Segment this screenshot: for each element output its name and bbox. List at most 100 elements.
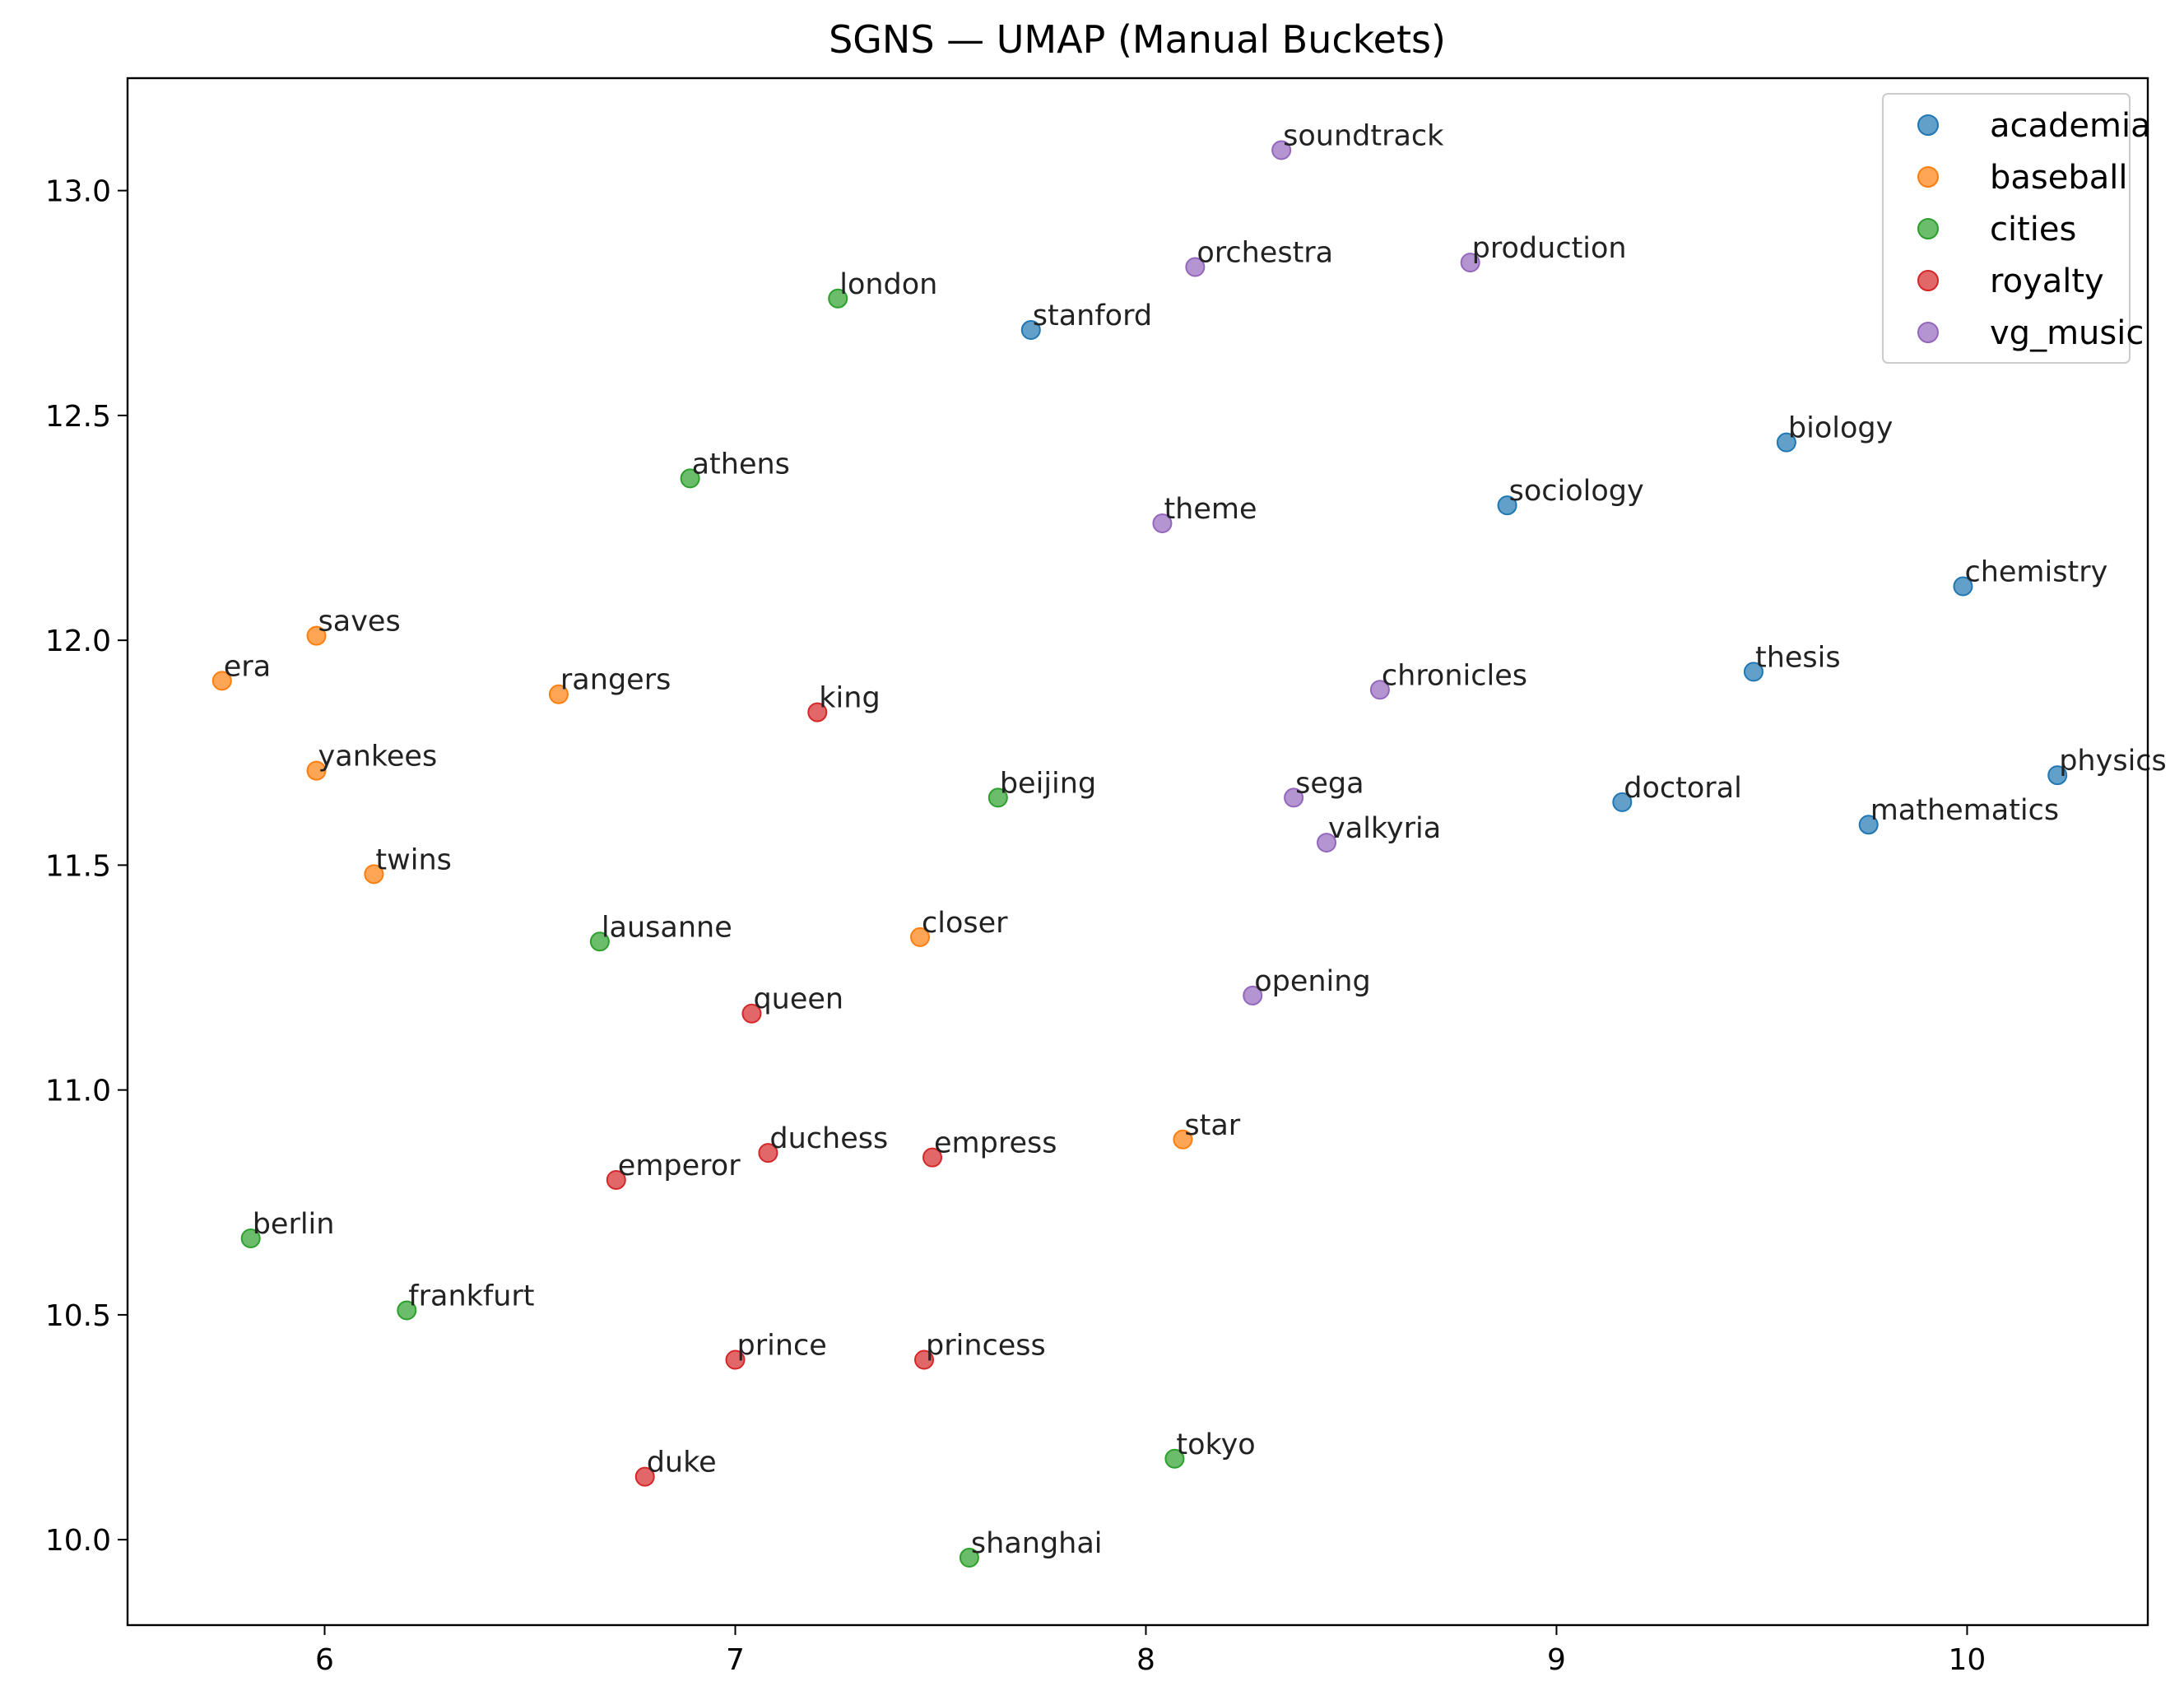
point-label-biology: biology [1788,412,1893,445]
point-prince [725,1349,746,1370]
point-label-lausanne: lausanne [602,911,732,944]
point-label-shanghai: shanghai [971,1527,1103,1560]
point-label-chemistry: chemistry [1964,556,2107,589]
point-soundtrack [1271,140,1292,160]
point-label-production: production [1472,232,1627,265]
point-doctoral [1612,792,1633,812]
legend-marker-cities [1917,218,1939,239]
legend-label-vg_music: vg_music [1990,314,2144,352]
point-label-frankfurt: frankfurt [408,1280,534,1312]
point-rangers [548,684,569,704]
point-label-tokyo: tokyo [1176,1428,1255,1461]
point-lausanne [589,931,610,952]
legend-frame [1882,93,2131,364]
point-label-rangers: rangers [560,664,671,697]
point-label-era: era [224,650,271,683]
point-theme [1152,513,1173,534]
point-biology [1776,432,1796,453]
point-orchestra [1185,257,1206,277]
point-label-king: king [819,682,880,715]
point-yankees [306,760,327,781]
point-valkyria [1317,833,1337,853]
point-label-orchestra: orchestra [1197,237,1333,270]
point-label-berlin: berlin [253,1208,335,1241]
point-thesis [1743,662,1763,682]
point-label-mathematics: mathematics [1870,794,2059,827]
point-label-sega: sega [1295,767,1364,800]
point-label-physics: physics [2059,745,2167,778]
legend-marker-academia [1917,114,1939,136]
point-stanford [1020,320,1041,341]
point-physics [2047,765,2068,786]
series-cities: london athens beijing lausanne berlin frankfu… [240,268,1256,1568]
legend: academia baseball cities royalty vg_music [1882,93,2151,364]
legend-label-royalty: royalty [1990,262,2104,300]
point-duchess [758,1143,778,1164]
point-label-star: star [1184,1109,1240,1142]
y-tick-label-10.5: 10.5 [45,1299,111,1333]
point-closer [910,927,931,947]
point-tokyo [1164,1448,1185,1469]
point-label-theme: theme [1164,493,1257,526]
point-chemistry [1953,576,1973,597]
x-axis: 6 7 8 9 10 [315,1625,1986,1677]
point-saves [306,625,327,646]
point-label-thesis: thesis [1755,641,1841,674]
y-tick-label-11.0: 11.0 [45,1075,111,1108]
x-tick-label-6: 6 [315,1643,334,1677]
y-tick-label-12.0: 12.0 [45,625,111,658]
legend-marker-royalty [1917,270,1939,291]
point-label-yankees: yankees [318,741,438,773]
point-duke [634,1466,655,1487]
legend-label-baseball: baseball [1990,159,2127,197]
point-star [1173,1129,1193,1150]
legend-label-cities: cities [1990,211,2076,248]
point-label-valkyria: valkyria [1328,812,1441,845]
point-opening [1243,985,1263,1006]
point-empress [922,1147,943,1168]
point-mathematics [1858,815,1879,835]
y-tick-label-11.5: 11.5 [45,849,111,883]
point-label-soundtrack: soundtrack [1283,119,1444,152]
x-tick-label-10: 10 [1949,1643,1987,1677]
point-label-emperor: emperor [618,1150,741,1182]
series-baseball: saves era rangers yankees twins closer star [211,606,1241,1150]
point-label-twins: twins [375,843,452,876]
x-tick-label-8: 8 [1136,1643,1155,1677]
legend-marker-vg_music [1917,322,1939,343]
point-label-queen: queen [753,983,843,1016]
point-label-chronicles: chronicles [1382,659,1527,692]
series-royalty: king queen duchess empress emperor prince prin… [606,682,1057,1487]
series-vg_music: soundtrack orchestra production theme chroni… [1152,119,1627,1006]
point-label-prince: prince [737,1330,826,1363]
point-berlin [240,1229,261,1248]
point-chronicles [1369,680,1390,700]
point-label-stanford: stanford [1033,300,1152,332]
point-queen [741,1003,762,1024]
x-tick-label-7: 7 [726,1643,745,1677]
point-label-duke: duke [647,1447,717,1479]
point-label-duchess: duchess [769,1122,888,1155]
y-tick-label-13.0: 13.0 [45,175,111,209]
point-beijing [987,787,1008,808]
point-production [1460,253,1480,273]
point-princess [914,1349,935,1370]
point-sega [1284,787,1304,808]
point-label-athens: athens [692,448,790,481]
point-label-saves: saves [318,606,401,639]
plot-frame [126,77,2149,1627]
chart-title: SGNS — UMAP (Manual Buckets) [829,17,1446,62]
legend-label-academia: academia [1990,107,2151,145]
plot-area: stanford biology sociology chemistry thesis p… [211,119,2167,1568]
point-king [807,702,828,722]
point-london [828,288,848,309]
point-label-opening: opening [1254,965,1370,998]
legend-marker-baseball [1917,166,1939,188]
point-label-closer: closer [922,907,1008,940]
point-label-beijing: beijing [1000,767,1096,800]
y-tick-label-12.5: 12.5 [45,400,111,434]
point-shanghai [959,1548,979,1568]
point-twins [364,864,384,885]
point-emperor [606,1169,626,1190]
